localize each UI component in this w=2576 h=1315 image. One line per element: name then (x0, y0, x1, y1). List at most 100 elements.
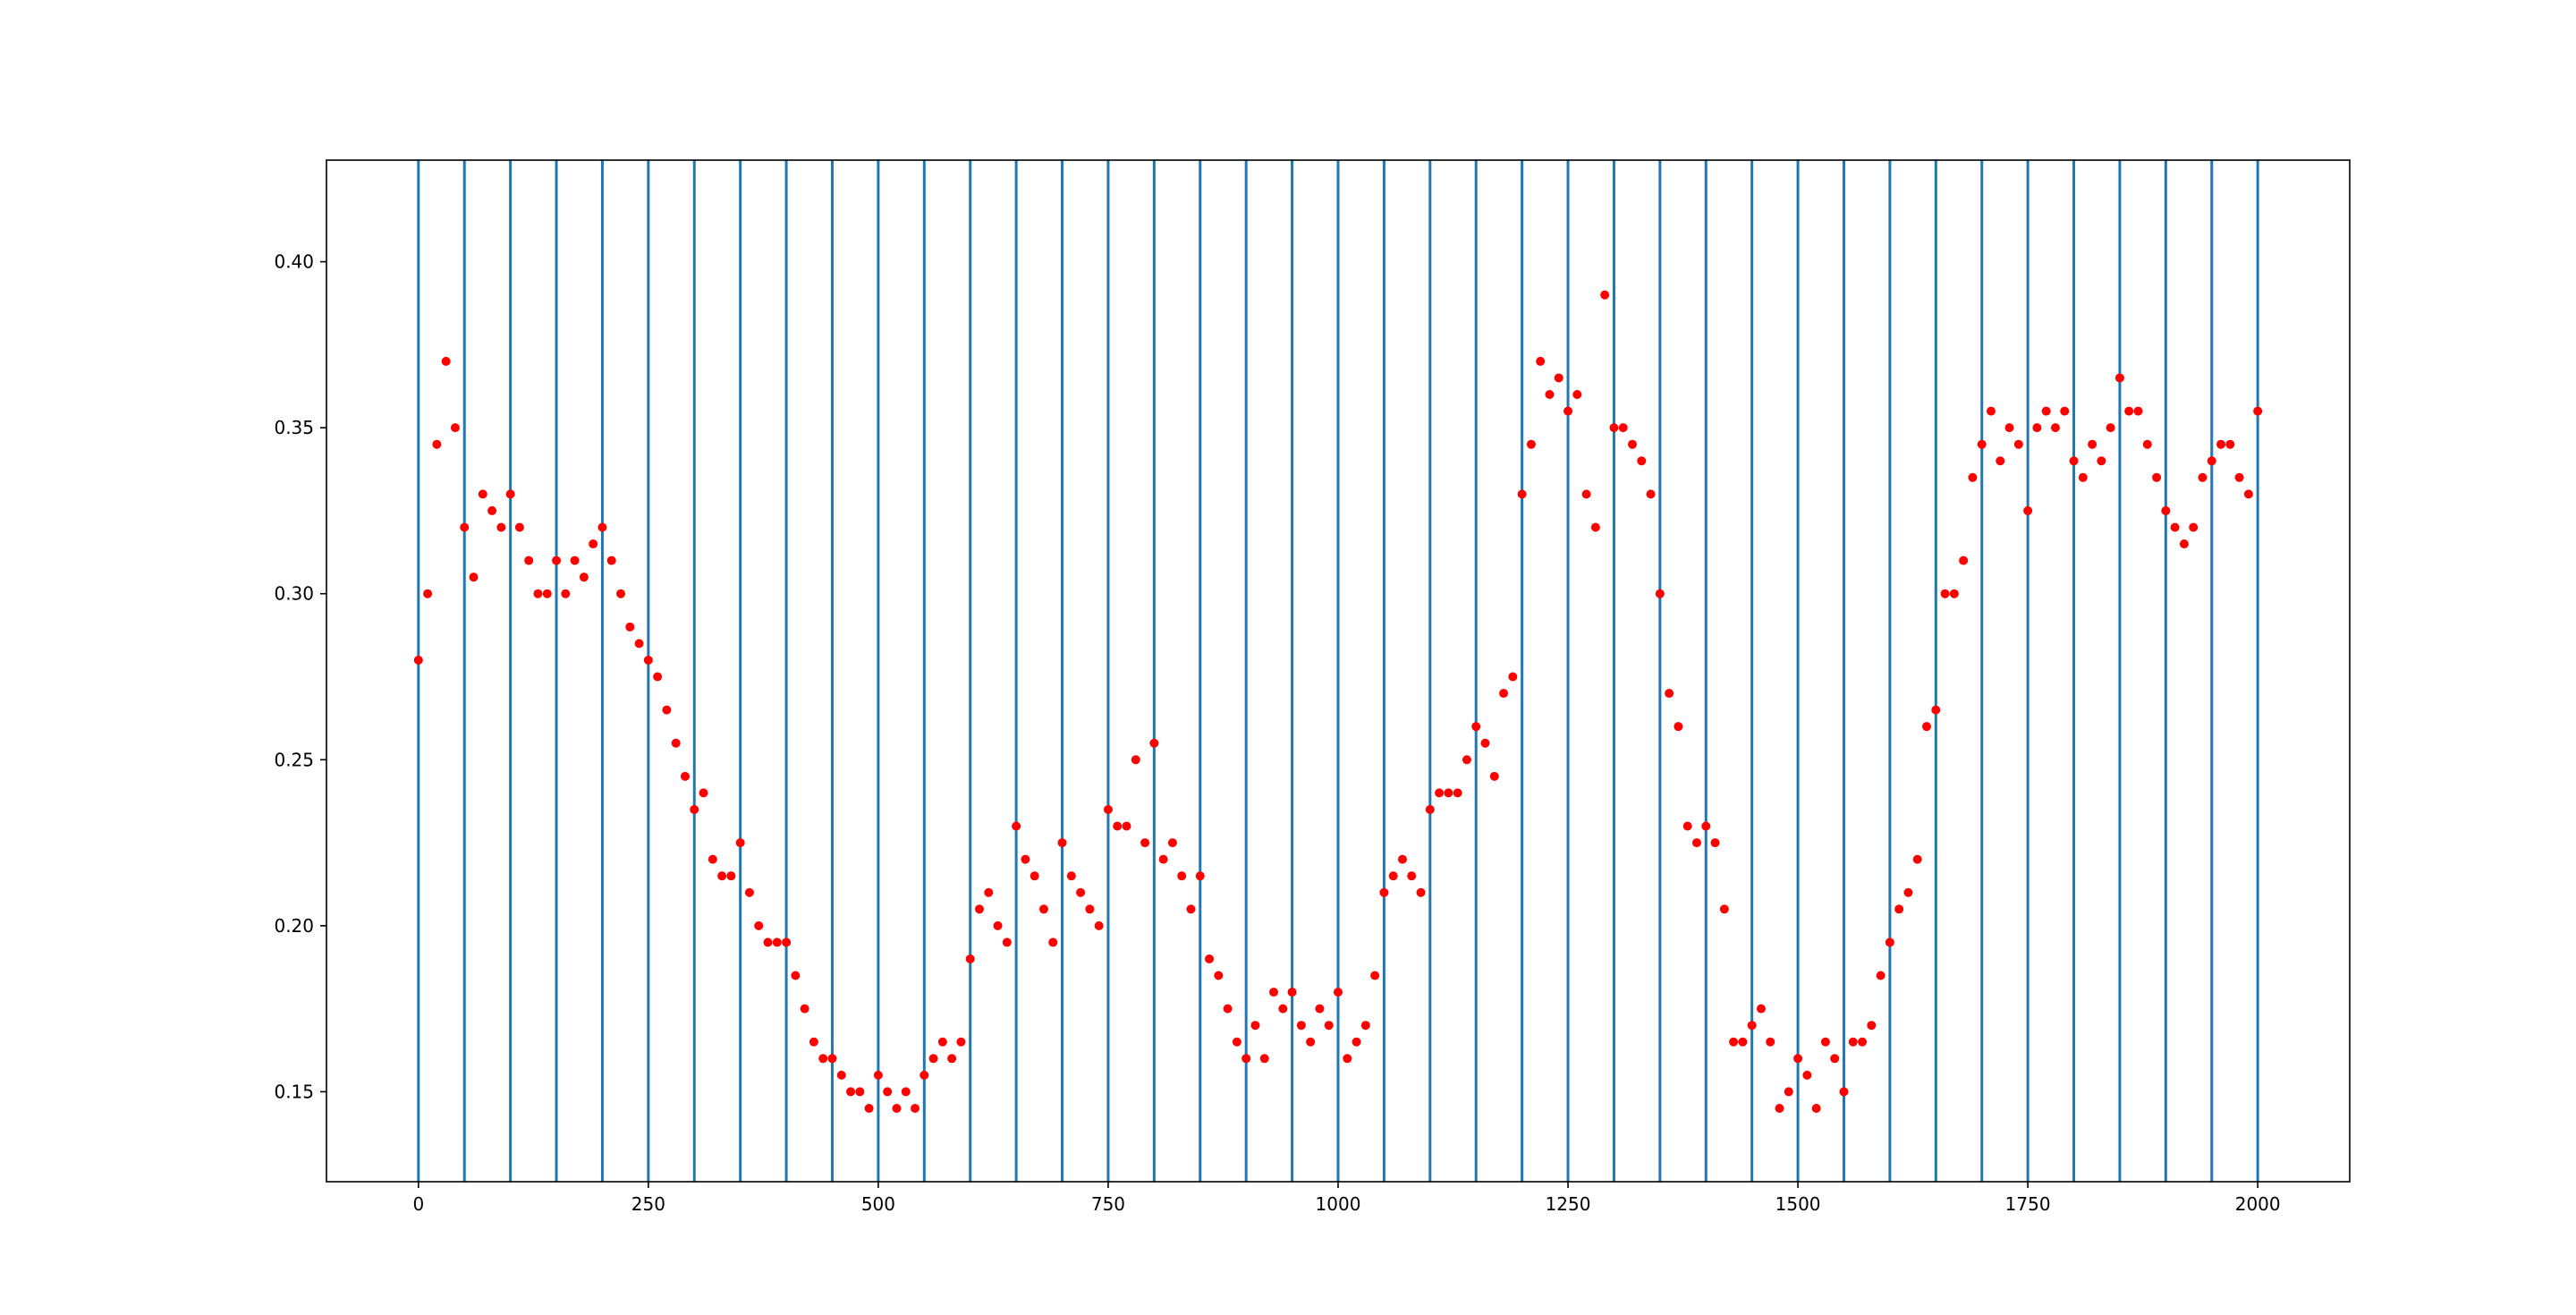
point (1922, 722, 1932, 732)
point (772, 937, 782, 947)
point (1315, 1004, 1325, 1014)
point (1858, 1037, 1868, 1047)
point (2170, 522, 2180, 532)
point (1830, 1054, 1840, 1064)
point (1471, 722, 1481, 732)
point (1637, 456, 1647, 466)
point (1581, 489, 1591, 499)
point (1259, 1054, 1269, 1064)
point (937, 1037, 947, 1047)
point (2253, 406, 2263, 416)
point (1499, 689, 1509, 699)
point (2023, 505, 2033, 515)
point (2078, 472, 2088, 482)
point (1701, 821, 1711, 831)
point (1912, 854, 1922, 864)
point (1784, 1087, 1793, 1097)
point (1057, 838, 1067, 848)
x-tick-label: 250 (631, 1193, 665, 1215)
point (1012, 821, 1021, 831)
point (2216, 439, 2226, 449)
point (827, 1054, 837, 1064)
point (1370, 971, 1380, 980)
point (984, 887, 994, 897)
point (570, 556, 580, 565)
point (2106, 423, 2115, 433)
y-tick-label: 0.15 (274, 1081, 314, 1102)
point (441, 356, 451, 366)
point (1435, 788, 1445, 798)
point (1223, 1004, 1233, 1014)
y-tick-label: 0.40 (274, 251, 314, 273)
point (1379, 887, 1389, 897)
point (1968, 472, 1978, 482)
point (965, 954, 975, 963)
point (1665, 689, 1674, 699)
point (1480, 738, 1490, 748)
point (1324, 1021, 1334, 1031)
point (1903, 887, 1913, 897)
point (1940, 589, 1950, 598)
point (1140, 838, 1150, 848)
point (956, 1037, 966, 1047)
point (993, 920, 1003, 930)
point (1113, 821, 1123, 831)
x-tick-label: 750 (1091, 1193, 1125, 1215)
point (1250, 1021, 1260, 1031)
point (1517, 489, 1527, 499)
point (643, 655, 653, 665)
point (1876, 971, 1885, 980)
point (1628, 439, 1638, 449)
point (1232, 1037, 1241, 1047)
point (1655, 589, 1665, 598)
point (1867, 1021, 1877, 1031)
point (478, 489, 487, 499)
x-tick-label: 1250 (1546, 1193, 1591, 1215)
point (413, 655, 423, 665)
point (836, 1070, 846, 1080)
point (1646, 489, 1656, 499)
point (1885, 937, 1894, 947)
point (1195, 871, 1205, 881)
point (1489, 771, 1499, 781)
point (2069, 456, 2079, 466)
point (1076, 887, 1086, 897)
point (1554, 373, 1563, 383)
point (2234, 472, 2244, 482)
point (1122, 821, 1131, 831)
point (809, 1037, 818, 1047)
point (1729, 1037, 1739, 1047)
point (1094, 920, 1104, 930)
point (533, 589, 543, 598)
point (846, 1087, 856, 1097)
point (653, 672, 663, 682)
point (1269, 988, 1279, 997)
point (1536, 356, 1546, 366)
point (1719, 904, 1729, 914)
point (1425, 804, 1435, 814)
point (1453, 788, 1462, 798)
point (735, 838, 745, 848)
point (1775, 1103, 1784, 1113)
point (606, 556, 616, 565)
point (1609, 423, 1619, 433)
point (2225, 439, 2235, 449)
point (2097, 456, 2106, 466)
point (690, 804, 699, 814)
point (2004, 423, 2014, 433)
point (1793, 1054, 1803, 1064)
point (1820, 1037, 1830, 1047)
point (1959, 556, 1969, 565)
point (1397, 854, 1407, 864)
y-tick-label: 0.30 (274, 583, 314, 605)
point (1508, 672, 1518, 682)
point (2189, 522, 2199, 532)
point (514, 522, 524, 532)
point (892, 1103, 902, 1113)
point (1296, 1021, 1306, 1031)
point (782, 937, 792, 947)
point (1030, 871, 1039, 881)
point (2152, 472, 2162, 482)
point (2142, 439, 2152, 449)
